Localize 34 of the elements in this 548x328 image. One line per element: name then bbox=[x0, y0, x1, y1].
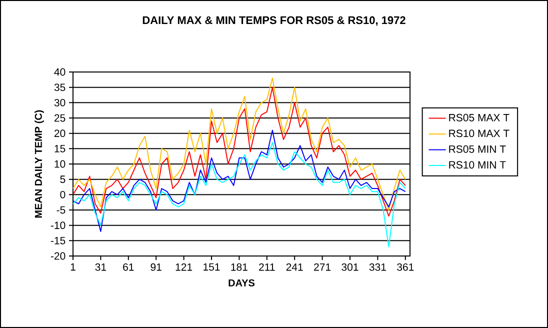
y-axis-title: MEAN DAILY TEMP (C) bbox=[34, 110, 44, 218]
chart-title: DAILY MAX & MIN TEMPS FOR RS05 & RS10, 1972 bbox=[142, 16, 406, 26]
x-tick-label: 241 bbox=[286, 263, 303, 271]
x-tick-label: 91 bbox=[150, 263, 162, 271]
legend-label: RS10 MAX T bbox=[449, 130, 510, 138]
y-tick-label: -10 bbox=[50, 222, 66, 230]
y-tick-label: 25 bbox=[54, 114, 66, 122]
x-tick-label: 271 bbox=[314, 263, 331, 271]
x-tick-label: 361 bbox=[397, 263, 414, 271]
legend-label: RS05 MIN T bbox=[449, 145, 506, 153]
legend-label: RS05 MAX T bbox=[449, 114, 510, 122]
y-tick-label: -5 bbox=[56, 206, 66, 214]
y-tick-label: -15 bbox=[50, 237, 66, 244]
y-tick-label: 5 bbox=[60, 176, 66, 183]
x-tick-label: 301 bbox=[342, 263, 358, 271]
y-tick-label: -20 bbox=[50, 252, 66, 260]
x-tick-label: 151 bbox=[204, 263, 220, 271]
x-tick-label: 31 bbox=[95, 263, 106, 271]
x-tick-label: 331 bbox=[369, 263, 386, 271]
y-tick-label: 35 bbox=[54, 84, 66, 92]
y-tick-label: 20 bbox=[54, 130, 66, 138]
x-tick-label: 181 bbox=[231, 263, 248, 271]
x-tick-label: 211 bbox=[259, 263, 275, 271]
x-tick-label: 1 bbox=[70, 263, 76, 271]
x-tick-label: 61 bbox=[123, 263, 134, 271]
y-tick-label: 30 bbox=[54, 98, 66, 106]
line-series bbox=[73, 130, 406, 232]
x-axis-title: DAYS bbox=[228, 279, 255, 286]
y-tick-label: 0 bbox=[60, 190, 66, 198]
y-tick-label: 40 bbox=[54, 68, 66, 76]
x-tick-label: 121 bbox=[176, 263, 192, 271]
legend-label: RS10 MIN T bbox=[449, 161, 506, 169]
y-tick-label: 10 bbox=[54, 160, 66, 168]
y-tick-label: 15 bbox=[54, 145, 66, 152]
